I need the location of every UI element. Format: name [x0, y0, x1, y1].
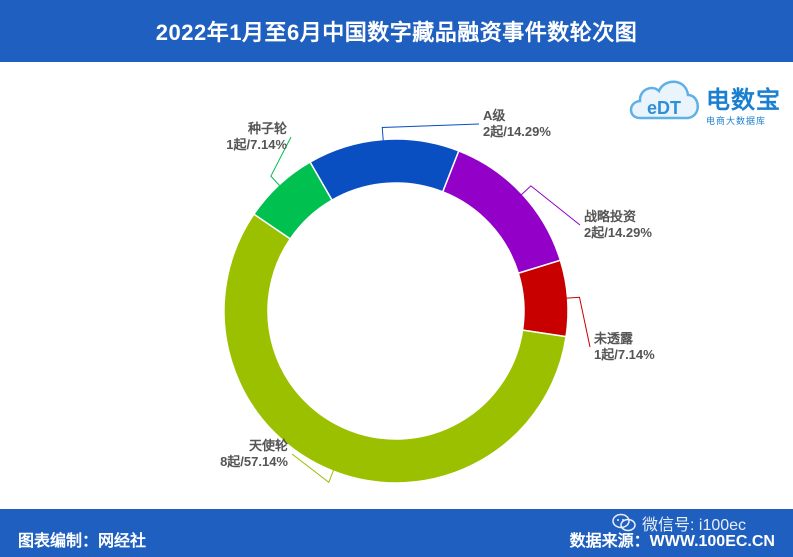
- logo-name: 电数宝: [706, 87, 781, 114]
- slice-label-name-0: A级: [483, 108, 506, 123]
- chart-credit: 图表编制：网经社: [18, 533, 147, 550]
- slice-label-name-1: 战略投资: [584, 209, 636, 224]
- plot-area: [0, 62, 793, 509]
- leader-line-4: [270, 136, 292, 187]
- leader-line-0: [381, 123, 480, 142]
- cloud-logo-icon: eDT: [629, 80, 699, 120]
- slice-label-value-4: 1起/7.14%: [226, 137, 287, 152]
- chart-title: 2022年1月至6月中国数字藏品融资事件数轮次图: [155, 20, 638, 45]
- slice-3: [223, 213, 567, 484]
- slice-label-value-3: 8起/57.14%: [220, 454, 288, 469]
- data-source: 数据来源：WWW.100EC.CN: [569, 533, 775, 550]
- slice-1: [441, 149, 562, 275]
- slice-4: [252, 161, 334, 240]
- chart-footer: 图表编制：网经社 数据来源：WWW.100EC.CN: [0, 509, 793, 557]
- chart-header: 2022年1月至6月中国数字藏品融资事件数轮次图: [0, 0, 793, 62]
- slice-label-value-2: 1起/7.14%: [594, 347, 655, 362]
- wechat-icon: [612, 513, 636, 532]
- slice-0: [308, 138, 460, 202]
- wechat-watermark: 微信号: i100ec: [612, 510, 746, 536]
- leader-line-1: [520, 185, 581, 226]
- donut-chart: A级2起/14.29%战略投资2起/14.29%未透露1起/7.14%天使轮8起…: [220, 108, 655, 484]
- slice-label-name-2: 未透露: [593, 331, 634, 346]
- slice-2: [517, 259, 569, 338]
- logo-mark-text: eDT: [647, 98, 681, 118]
- logo-subtitle: 电商大数据库: [706, 116, 767, 126]
- edt-logo: eDT 电数宝 电商大数据库: [626, 70, 786, 132]
- slice-label-name-3: 天使轮: [249, 438, 288, 453]
- leader-line-2: [565, 296, 591, 348]
- leader-line-3: [291, 453, 335, 484]
- slice-label-value-1: 2起/14.29%: [584, 225, 652, 240]
- watermark-text: 微信号: i100ec: [642, 517, 747, 534]
- slice-label-name-4: 种子轮: [247, 121, 287, 136]
- slice-label-value-0: 2起/14.29%: [483, 124, 551, 139]
